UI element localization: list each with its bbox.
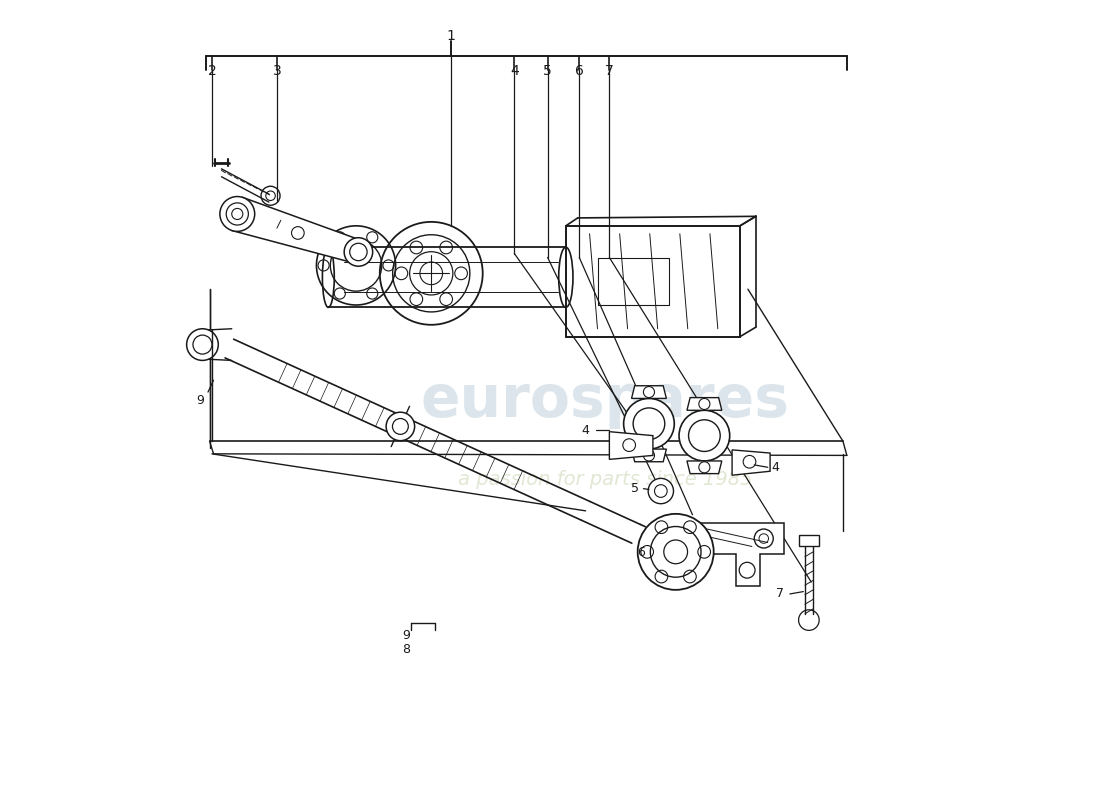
Text: 5: 5 bbox=[543, 65, 552, 78]
Text: 6: 6 bbox=[637, 546, 645, 558]
Polygon shape bbox=[609, 432, 653, 459]
Text: 5: 5 bbox=[630, 482, 639, 495]
Text: 8: 8 bbox=[402, 643, 410, 656]
Text: 6: 6 bbox=[575, 65, 584, 78]
Polygon shape bbox=[733, 450, 770, 475]
Polygon shape bbox=[688, 398, 722, 410]
Text: 4: 4 bbox=[510, 65, 519, 78]
Circle shape bbox=[187, 329, 218, 361]
Circle shape bbox=[344, 238, 373, 266]
Text: 7: 7 bbox=[776, 587, 783, 601]
Circle shape bbox=[220, 197, 255, 231]
Text: 9: 9 bbox=[402, 630, 410, 642]
Circle shape bbox=[386, 412, 415, 441]
Circle shape bbox=[679, 410, 729, 461]
Polygon shape bbox=[673, 522, 783, 586]
Circle shape bbox=[638, 514, 714, 590]
Circle shape bbox=[624, 398, 674, 449]
Text: 4: 4 bbox=[582, 423, 590, 437]
Text: 3: 3 bbox=[273, 65, 282, 78]
Text: a passion for parts since 1985: a passion for parts since 1985 bbox=[459, 470, 752, 489]
Polygon shape bbox=[631, 449, 667, 462]
Text: eurospares: eurospares bbox=[421, 371, 790, 429]
Circle shape bbox=[648, 478, 673, 504]
Text: 1: 1 bbox=[447, 29, 455, 43]
Text: 2: 2 bbox=[208, 65, 217, 78]
Polygon shape bbox=[800, 534, 820, 546]
Text: 7: 7 bbox=[605, 65, 614, 78]
Text: 4: 4 bbox=[772, 461, 780, 474]
Polygon shape bbox=[232, 198, 362, 263]
Polygon shape bbox=[688, 461, 722, 474]
Text: 9: 9 bbox=[196, 394, 204, 406]
Polygon shape bbox=[631, 386, 667, 398]
